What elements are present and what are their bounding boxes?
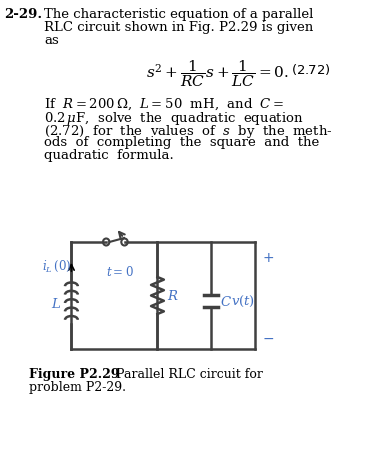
Text: RLC circuit shown in Fig. P2.29 is given: RLC circuit shown in Fig. P2.29 is given xyxy=(44,21,313,34)
Text: as: as xyxy=(44,34,59,47)
Text: $0.2\,\mu$F,  solve  the  quadratic  equation: $0.2\,\mu$F, solve the quadratic equatio… xyxy=(44,110,304,127)
Text: $C$: $C$ xyxy=(220,294,232,308)
Text: $(2.72)$: $(2.72)$ xyxy=(291,62,331,77)
Text: $v(t)$: $v(t)$ xyxy=(231,293,255,308)
Text: If  $R = 200\,\Omega$,  $L = 50$  mH,  and  $C =$: If $R = 200\,\Omega$, $L = 50$ mH, and $… xyxy=(44,97,284,112)
Text: problem P2-29.: problem P2-29. xyxy=(29,380,126,393)
Text: $i_L\,(0)$: $i_L\,(0)$ xyxy=(42,258,71,273)
Text: ods  of  completing  the  square  and  the: ods of completing the square and the xyxy=(44,136,319,149)
Text: Figure P2.29: Figure P2.29 xyxy=(29,367,120,380)
Text: $(2.72)$  for  the  values  of  $s$  by  the  meth-: $(2.72)$ for the values of $s$ by the me… xyxy=(44,123,332,140)
Text: 2-29.: 2-29. xyxy=(4,8,42,21)
Text: $-$: $-$ xyxy=(262,330,274,344)
Text: $t = 0$: $t = 0$ xyxy=(106,264,134,278)
Text: Parallel RLC circuit for: Parallel RLC circuit for xyxy=(104,367,263,380)
Text: $R$: $R$ xyxy=(167,289,178,303)
Text: $s^2 + \dfrac{1}{RC}s + \dfrac{1}{LC} = 0.$: $s^2 + \dfrac{1}{RC}s + \dfrac{1}{LC} = … xyxy=(146,58,290,88)
Text: $+$: $+$ xyxy=(262,250,274,264)
Text: The characteristic equation of a parallel: The characteristic equation of a paralle… xyxy=(44,8,313,21)
Text: $L$: $L$ xyxy=(51,296,61,310)
Text: quadratic  formula.: quadratic formula. xyxy=(44,149,174,161)
